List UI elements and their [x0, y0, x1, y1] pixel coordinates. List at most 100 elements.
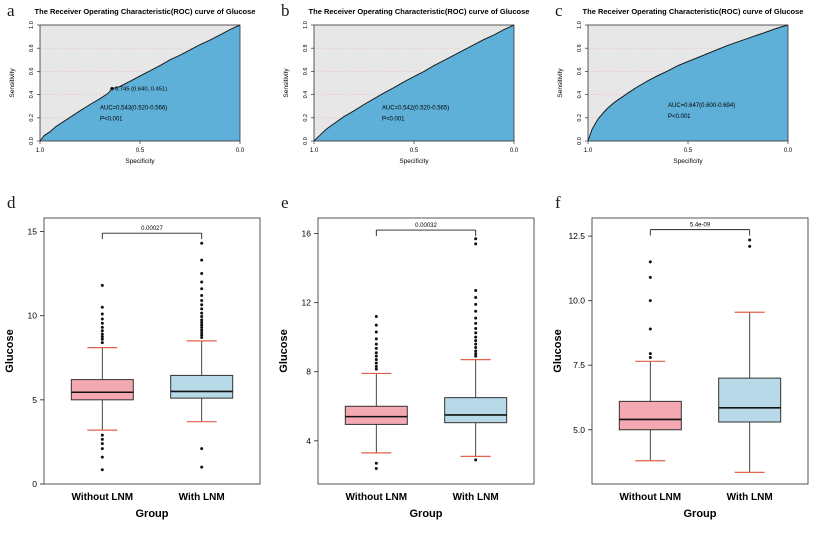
- svg-text:1.0: 1.0: [36, 148, 45, 154]
- svg-text:16: 16: [302, 229, 312, 239]
- svg-text:5: 5: [32, 395, 37, 405]
- outlier-point: [648, 275, 652, 279]
- outlier-point: [374, 358, 378, 362]
- svg-text:7.5: 7.5: [573, 360, 585, 370]
- svg-text:0.8: 0.8: [303, 44, 309, 52]
- auc-area: [588, 25, 788, 141]
- outlier-point: [374, 361, 378, 365]
- outlier-point: [474, 295, 478, 299]
- outlier-point: [100, 335, 104, 339]
- roc-title-c: The Receiver Operating Characteristic(RO…: [582, 7, 804, 16]
- outlier-point: [100, 317, 104, 321]
- svg-text:Specificity: Specificity: [673, 158, 703, 165]
- svg-text:0.5: 0.5: [410, 148, 419, 154]
- svg-text:With LNM: With LNM: [727, 492, 773, 503]
- svg-text:P<0.001: P<0.001: [668, 114, 691, 120]
- roc-chart-b: 1.0 0.5 0.0 0.0 0.2 0.4 0.6 0.8 1.0 Specificity Se…: [283, 21, 519, 165]
- outlier-point: [474, 321, 478, 325]
- outlier-point: [374, 354, 378, 358]
- outlier-point: [474, 331, 478, 335]
- panel-b: b The Receiver Operating Characteristic(…: [274, 0, 548, 192]
- roc-chart-a: 1.0 0.5 0.0 0.0 0.2 0.4 0.6 0.8 1.0 Specificity Se…: [9, 21, 245, 165]
- svg-text:AUC=0.542(0.520-0.565): AUC=0.542(0.520-0.565): [382, 106, 449, 112]
- outlier-point: [100, 312, 104, 316]
- outlier-point: [100, 455, 104, 459]
- svg-text:0.2: 0.2: [303, 114, 309, 122]
- svg-text:15: 15: [28, 226, 38, 236]
- svg-text:Sensitivity: Sensitivity: [283, 68, 290, 98]
- outlier-point: [100, 332, 104, 336]
- plot-border: [591, 217, 809, 485]
- svg-text:0.4: 0.4: [577, 91, 583, 99]
- outlier-point: [374, 330, 378, 334]
- outlier-point: [200, 303, 204, 307]
- roc-title-a: The Receiver Operating Characteristic(RO…: [34, 7, 256, 16]
- svg-text:0.5: 0.5: [684, 148, 693, 154]
- svg-text:0.4: 0.4: [303, 91, 309, 99]
- svg-text:1.0: 1.0: [303, 21, 309, 29]
- svg-text:0.0: 0.0: [303, 137, 309, 145]
- outlier-point: [200, 325, 204, 329]
- outlier-point: [200, 328, 204, 332]
- svg-text:10.0: 10.0: [568, 296, 585, 306]
- svg-text:4: 4: [306, 436, 311, 446]
- svg-text:0.2: 0.2: [577, 114, 583, 122]
- outlier-point: [100, 325, 104, 329]
- outlier-point: [374, 461, 378, 465]
- roc-curve: [587, 24, 789, 142]
- box: [70, 379, 134, 401]
- outlier-point: [100, 305, 104, 309]
- outlier-point: [648, 355, 652, 359]
- outlier-point: [200, 447, 204, 451]
- outlier-point: [374, 314, 378, 318]
- svg-text:Specificity: Specificity: [399, 158, 429, 165]
- panel-letter-d: d: [7, 193, 16, 212]
- outlier-point: [474, 335, 478, 339]
- svg-text:1.0: 1.0: [584, 148, 593, 154]
- outlier-point: [200, 287, 204, 291]
- plot-border: [43, 217, 261, 485]
- outlier-point: [474, 342, 478, 346]
- svg-text:0.0: 0.0: [510, 148, 519, 154]
- svg-text:12.5: 12.5: [568, 231, 585, 241]
- outlier-point: [374, 367, 378, 371]
- svg-text:With LNM: With LNM: [453, 492, 499, 503]
- roc-curve: [313, 24, 515, 142]
- svg-text:1.0: 1.0: [29, 21, 35, 29]
- outlier-point: [648, 260, 652, 264]
- outlier-point: [200, 336, 204, 340]
- outlier-point: [374, 342, 378, 346]
- outlier-point: [200, 333, 204, 337]
- outlier-point: [474, 316, 478, 320]
- outlier-point: [200, 311, 204, 315]
- boxplot-chart-d: 0 5 10 15 Without LNM With LNM 0.00027 Group Glu…: [4, 217, 261, 520]
- outlier-point: [474, 302, 478, 306]
- box: [344, 405, 408, 425]
- svg-text:12: 12: [302, 298, 312, 308]
- panel-c: c The Receiver Operating Characteristic(…: [548, 0, 822, 192]
- svg-text:0.5: 0.5: [136, 148, 145, 154]
- svg-text:0.4: 0.4: [29, 91, 35, 99]
- outlier-point: [100, 447, 104, 451]
- svg-text:0.8: 0.8: [29, 44, 35, 52]
- outlier-point: [200, 293, 204, 297]
- svg-text:5.745 (0.640, 0.451): 5.745 (0.640, 0.451): [115, 87, 167, 93]
- outlier-point: [200, 330, 204, 334]
- outlier-point: [474, 349, 478, 353]
- svg-text:0: 0: [32, 479, 37, 489]
- svg-text:0.0: 0.0: [784, 148, 793, 154]
- outlier-point: [474, 354, 478, 358]
- boxplot-chart-e: 4 8 12 16 Without LNM With LNM 0.00032 Group Glu…: [278, 217, 535, 520]
- threshold-marker: [110, 86, 114, 91]
- outlier-point: [200, 318, 204, 322]
- outlier-point: [474, 339, 478, 343]
- svg-text:AUC=0.543(0.520-0.566): AUC=0.543(0.520-0.566): [100, 106, 167, 112]
- svg-text:Without LNM: Without LNM: [620, 492, 682, 503]
- outlier-point: [374, 337, 378, 341]
- svg-text:0.6: 0.6: [303, 68, 309, 76]
- outlier-point: [374, 466, 378, 470]
- svg-text:0.0: 0.0: [236, 148, 245, 154]
- panel-letter-c: c: [555, 1, 563, 20]
- outlier-point: [200, 314, 204, 318]
